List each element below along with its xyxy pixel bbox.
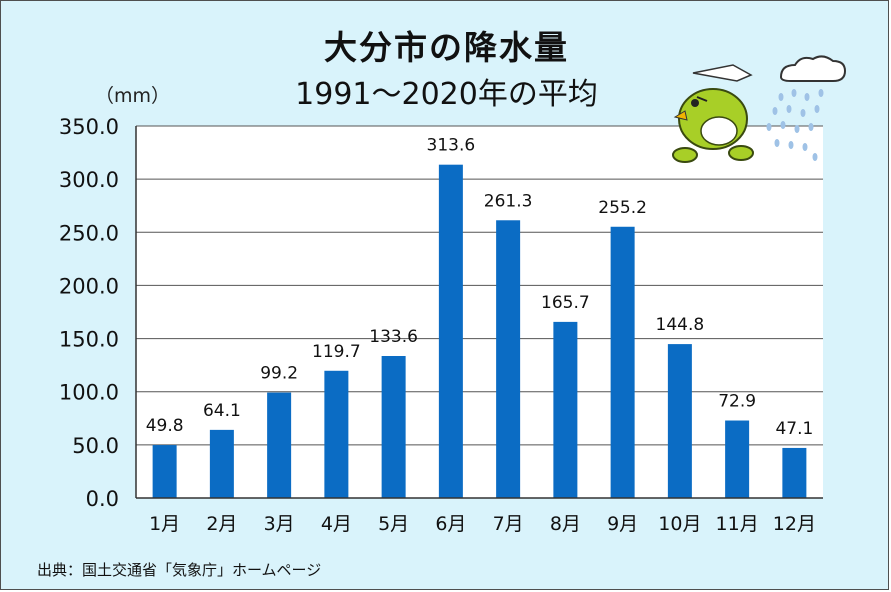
bar (267, 392, 292, 498)
x-tick-label: 4月 (321, 513, 352, 535)
data-label: 144.8 (656, 315, 705, 335)
source-note: 出典：国土交通省「気象庁」ホームページ (37, 561, 322, 579)
data-label: 119.7 (312, 342, 361, 362)
x-tick-label: 7月 (493, 513, 524, 535)
data-label: 165.7 (541, 293, 590, 313)
bar (209, 429, 234, 498)
bird-mascot-icon (672, 55, 847, 163)
bar (438, 164, 463, 499)
bar (381, 356, 406, 498)
plot-area (136, 126, 823, 498)
x-tick-label: 11月 (716, 513, 759, 535)
y-tick-label: 50.0 (72, 434, 119, 458)
y-tick-label: 100.0 (59, 381, 119, 405)
y-tick-label: 200.0 (59, 274, 119, 298)
bar (725, 420, 750, 498)
data-label: 72.9 (718, 392, 756, 412)
data-label: 261.3 (484, 191, 533, 211)
y-tick-label: 250.0 (59, 221, 119, 245)
bar (782, 447, 807, 498)
x-tick-label: 8月 (550, 513, 581, 535)
chart-subtitle: 1991～2020年の平均 (295, 77, 598, 112)
y-tick-label: 0.0 (86, 487, 119, 511)
data-label: 313.6 (427, 136, 476, 156)
x-tick-label: 2月 (206, 513, 237, 535)
x-tick-label: 3月 (264, 513, 295, 535)
data-label: 47.1 (775, 419, 813, 439)
chart-title: 大分市の降水量 (324, 28, 569, 67)
bar (667, 344, 692, 498)
y-tick-label: 150.0 (59, 328, 119, 352)
x-tick-label: 1月 (149, 513, 180, 535)
y-axis-unit: （mm） (95, 85, 171, 107)
data-label: 99.2 (260, 364, 298, 384)
bar (496, 220, 521, 498)
bar (152, 445, 177, 498)
x-tick-label: 10月 (658, 513, 701, 535)
data-label: 49.8 (146, 416, 184, 436)
bar (553, 321, 578, 498)
data-label: 255.2 (598, 198, 647, 218)
rain-cloud-icon (766, 55, 847, 161)
y-tick-label: 300.0 (59, 168, 119, 192)
x-tick-label: 12月 (773, 513, 816, 535)
y-tick-label: 350.0 (59, 115, 119, 139)
x-tick-label: 5月 (378, 513, 409, 535)
data-label: 133.6 (369, 327, 418, 347)
bar (324, 370, 349, 498)
x-tick-label: 9月 (607, 513, 638, 535)
bar (610, 226, 635, 498)
data-label: 64.1 (203, 401, 241, 421)
x-tick-label: 6月 (435, 513, 466, 535)
